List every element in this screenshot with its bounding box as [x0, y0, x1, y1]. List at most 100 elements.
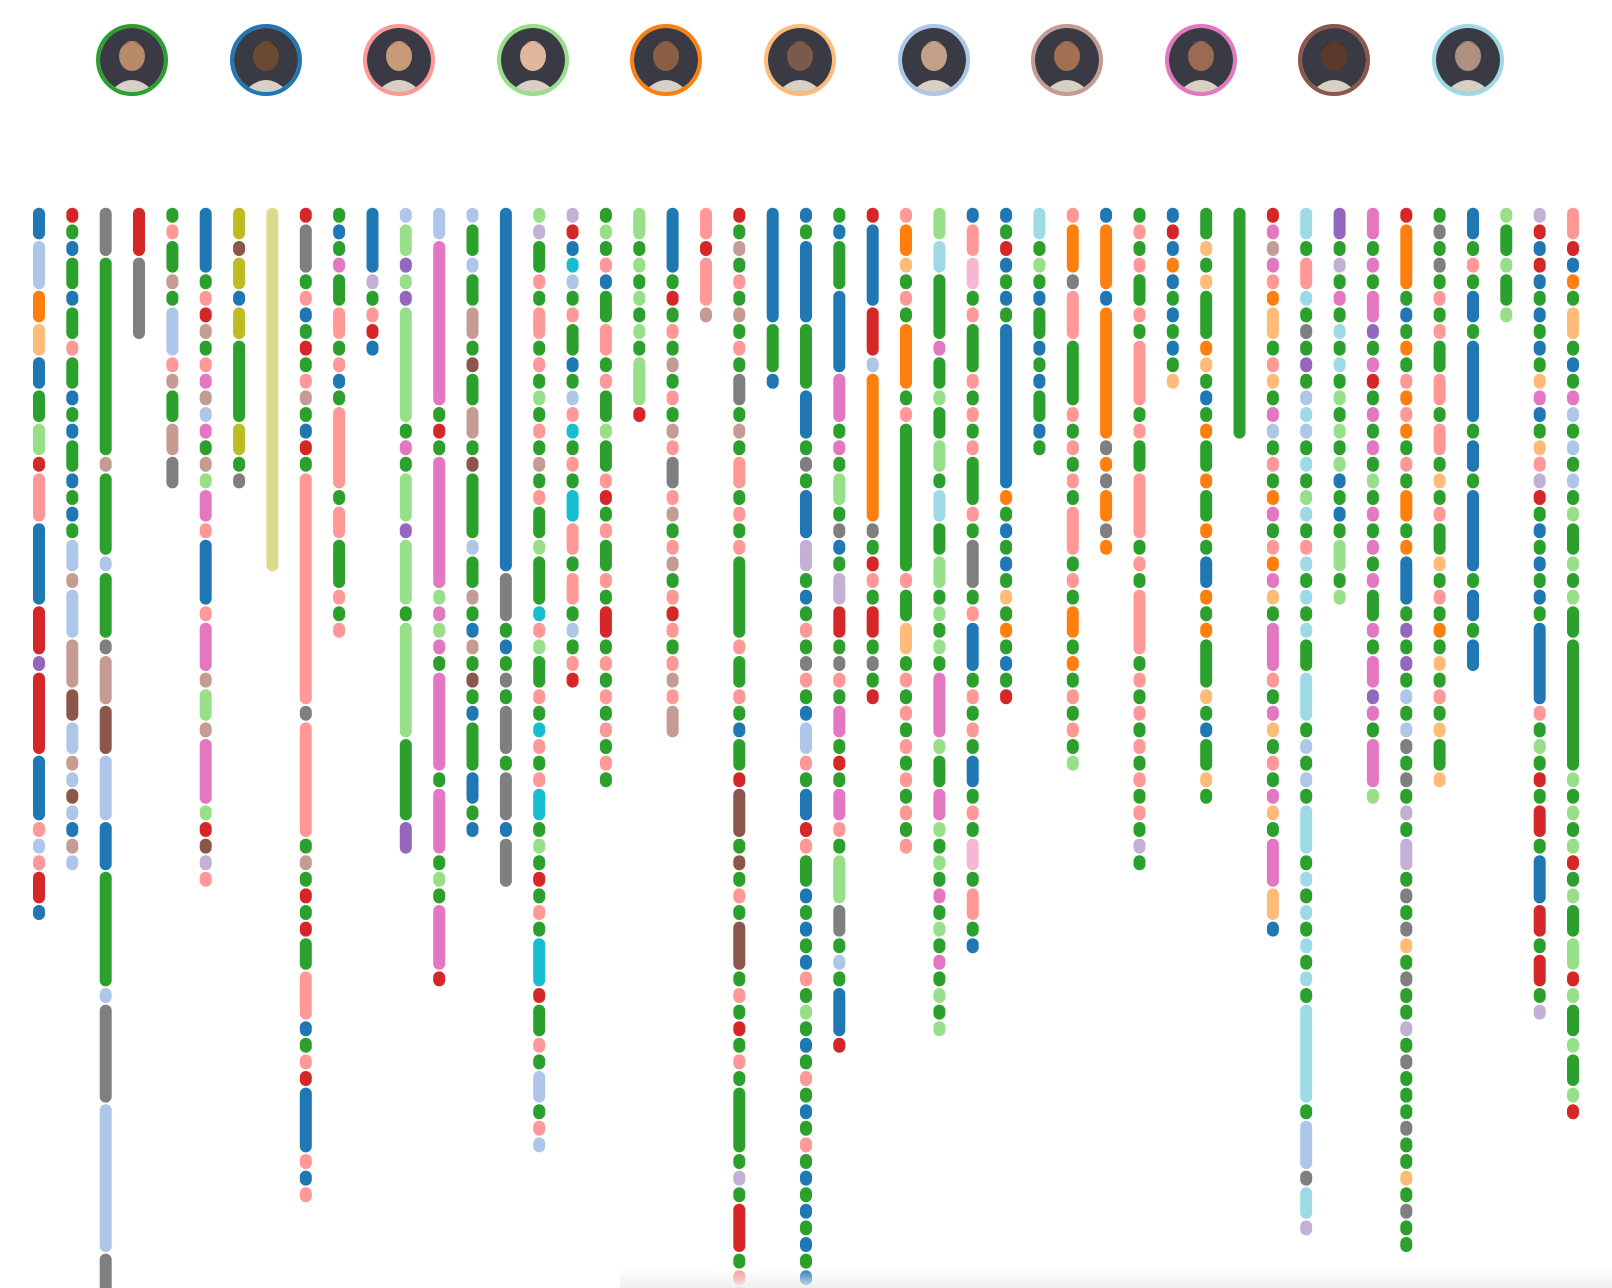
lyric-segment[interactable]: [800, 1220, 812, 1236]
lyric-segment[interactable]: [566, 224, 579, 240]
lyric-segment[interactable]: [1066, 440, 1079, 456]
lyric-segment[interactable]: [1400, 722, 1413, 738]
lyric-segment[interactable]: [399, 456, 412, 472]
lyric-segment[interactable]: [1066, 340, 1079, 406]
lyric-segment[interactable]: [1166, 324, 1179, 339]
lyric-segment[interactable]: [966, 423, 979, 439]
lyric-segment[interactable]: [299, 838, 312, 854]
lyric-segment[interactable]: [1433, 373, 1446, 406]
lyric-segment[interactable]: [1200, 622, 1213, 638]
lyric-segment[interactable]: [533, 838, 546, 854]
lyric-segment[interactable]: [1567, 1004, 1579, 1037]
lyric-segment[interactable]: [1533, 407, 1546, 422]
lyric-segment[interactable]: [1033, 390, 1046, 422]
lyric-segment[interactable]: [1200, 407, 1213, 422]
lyric-segment[interactable]: [1000, 274, 1013, 290]
lyric-segment[interactable]: [266, 207, 279, 572]
lyric-segment[interactable]: [900, 390, 912, 406]
lyric-segment[interactable]: [33, 207, 45, 240]
lyric-segment[interactable]: [1333, 324, 1346, 339]
lyric-segment[interactable]: [566, 357, 579, 373]
lyric-segment[interactable]: [1266, 805, 1279, 821]
lyric-segment[interactable]: [533, 755, 546, 771]
lyric-segment[interactable]: [1567, 556, 1579, 572]
lyric-segment[interactable]: [733, 224, 746, 240]
lyric-segment[interactable]: [1133, 822, 1146, 837]
lyric-segment[interactable]: [1567, 340, 1579, 356]
lyric-segment[interactable]: [966, 672, 979, 688]
lyric-segment[interactable]: [399, 473, 412, 522]
lyric-segment[interactable]: [466, 539, 479, 555]
lyric-segment[interactable]: [533, 207, 546, 223]
lyric-segment[interactable]: [299, 938, 312, 970]
lyric-segment[interactable]: [99, 988, 112, 1003]
lyric-segment[interactable]: [1366, 456, 1379, 472]
lyric-segment[interactable]: [433, 639, 446, 655]
lyric-segment[interactable]: [533, 373, 546, 389]
lyric-segment[interactable]: [599, 539, 612, 572]
lyric-segment[interactable]: [900, 672, 912, 688]
lyric-segment[interactable]: [1033, 241, 1046, 256]
lyric-segment[interactable]: [533, 539, 546, 555]
lyric-segment[interactable]: [1300, 1187, 1313, 1219]
lyric-segment[interactable]: [1066, 589, 1079, 605]
lyric-segment[interactable]: [1567, 274, 1579, 290]
lyric-segment[interactable]: [33, 423, 45, 456]
lyric-segment[interactable]: [333, 340, 346, 356]
lyric-segment[interactable]: [1400, 539, 1413, 555]
lyric-segment[interactable]: [1567, 988, 1579, 1003]
lyric-segment[interactable]: [1433, 556, 1446, 572]
lyric-segment[interactable]: [800, 606, 812, 622]
lyric-segment[interactable]: [800, 639, 812, 655]
lyric-segment[interactable]: [1400, 290, 1413, 306]
lyric-segment[interactable]: [1066, 705, 1079, 721]
lyric-segment[interactable]: [1533, 788, 1546, 804]
lyric-segment[interactable]: [1533, 423, 1546, 439]
lyric-segment[interactable]: [966, 307, 979, 323]
lyric-segment[interactable]: [533, 905, 546, 920]
lyric-segment[interactable]: [1500, 257, 1513, 273]
lyric-segment[interactable]: [333, 207, 346, 223]
lyric-segment[interactable]: [533, 440, 546, 456]
lyric-segment[interactable]: [866, 573, 879, 588]
lyric-segment[interactable]: [933, 241, 946, 273]
lyric-segment[interactable]: [733, 1021, 746, 1037]
lyric-segment[interactable]: [1400, 639, 1413, 655]
lyric-segment[interactable]: [833, 822, 846, 837]
lyric-segment[interactable]: [166, 390, 179, 422]
lyric-segment[interactable]: [1366, 490, 1379, 505]
lyric-segment[interactable]: [1300, 672, 1313, 721]
lyric-segment[interactable]: [533, 606, 546, 622]
lyric-segment[interactable]: [666, 573, 679, 588]
lyric-segment[interactable]: [299, 440, 312, 456]
lyric-segment[interactable]: [1000, 324, 1013, 489]
lyric-segment[interactable]: [666, 539, 679, 555]
lyric-segment[interactable]: [1433, 656, 1446, 671]
lyric-segment[interactable]: [466, 822, 479, 837]
lyric-segment[interactable]: [1000, 290, 1013, 306]
lyric-segment[interactable]: [933, 274, 946, 339]
lyric-segment[interactable]: [966, 622, 979, 671]
lyric-segment[interactable]: [1300, 324, 1313, 339]
lyric-segment[interactable]: [1033, 373, 1046, 389]
lyric-segment[interactable]: [666, 523, 679, 539]
lyric-segment[interactable]: [966, 407, 979, 422]
lyric-segment[interactable]: [966, 805, 979, 821]
lyric-segment[interactable]: [1000, 224, 1013, 240]
lyric-segment[interactable]: [933, 622, 946, 638]
lyric-segment[interactable]: [1200, 290, 1213, 339]
lyric-segment[interactable]: [1266, 490, 1279, 505]
lyric-segment[interactable]: [1200, 739, 1213, 771]
lyric-segment[interactable]: [1133, 838, 1146, 854]
lyric-segment[interactable]: [533, 274, 546, 290]
lyric-segment[interactable]: [1567, 257, 1579, 273]
lyric-segment[interactable]: [66, 357, 79, 389]
lyric-segment[interactable]: [900, 274, 912, 290]
lyric-segment[interactable]: [299, 274, 312, 290]
lyric-segment[interactable]: [566, 373, 579, 389]
lyric-segment[interactable]: [1533, 954, 1546, 987]
lyric-segment[interactable]: [233, 307, 246, 339]
lyric-segment[interactable]: [900, 622, 912, 655]
lyric-segment[interactable]: [1400, 822, 1413, 837]
lyric-segment[interactable]: [1533, 456, 1546, 472]
